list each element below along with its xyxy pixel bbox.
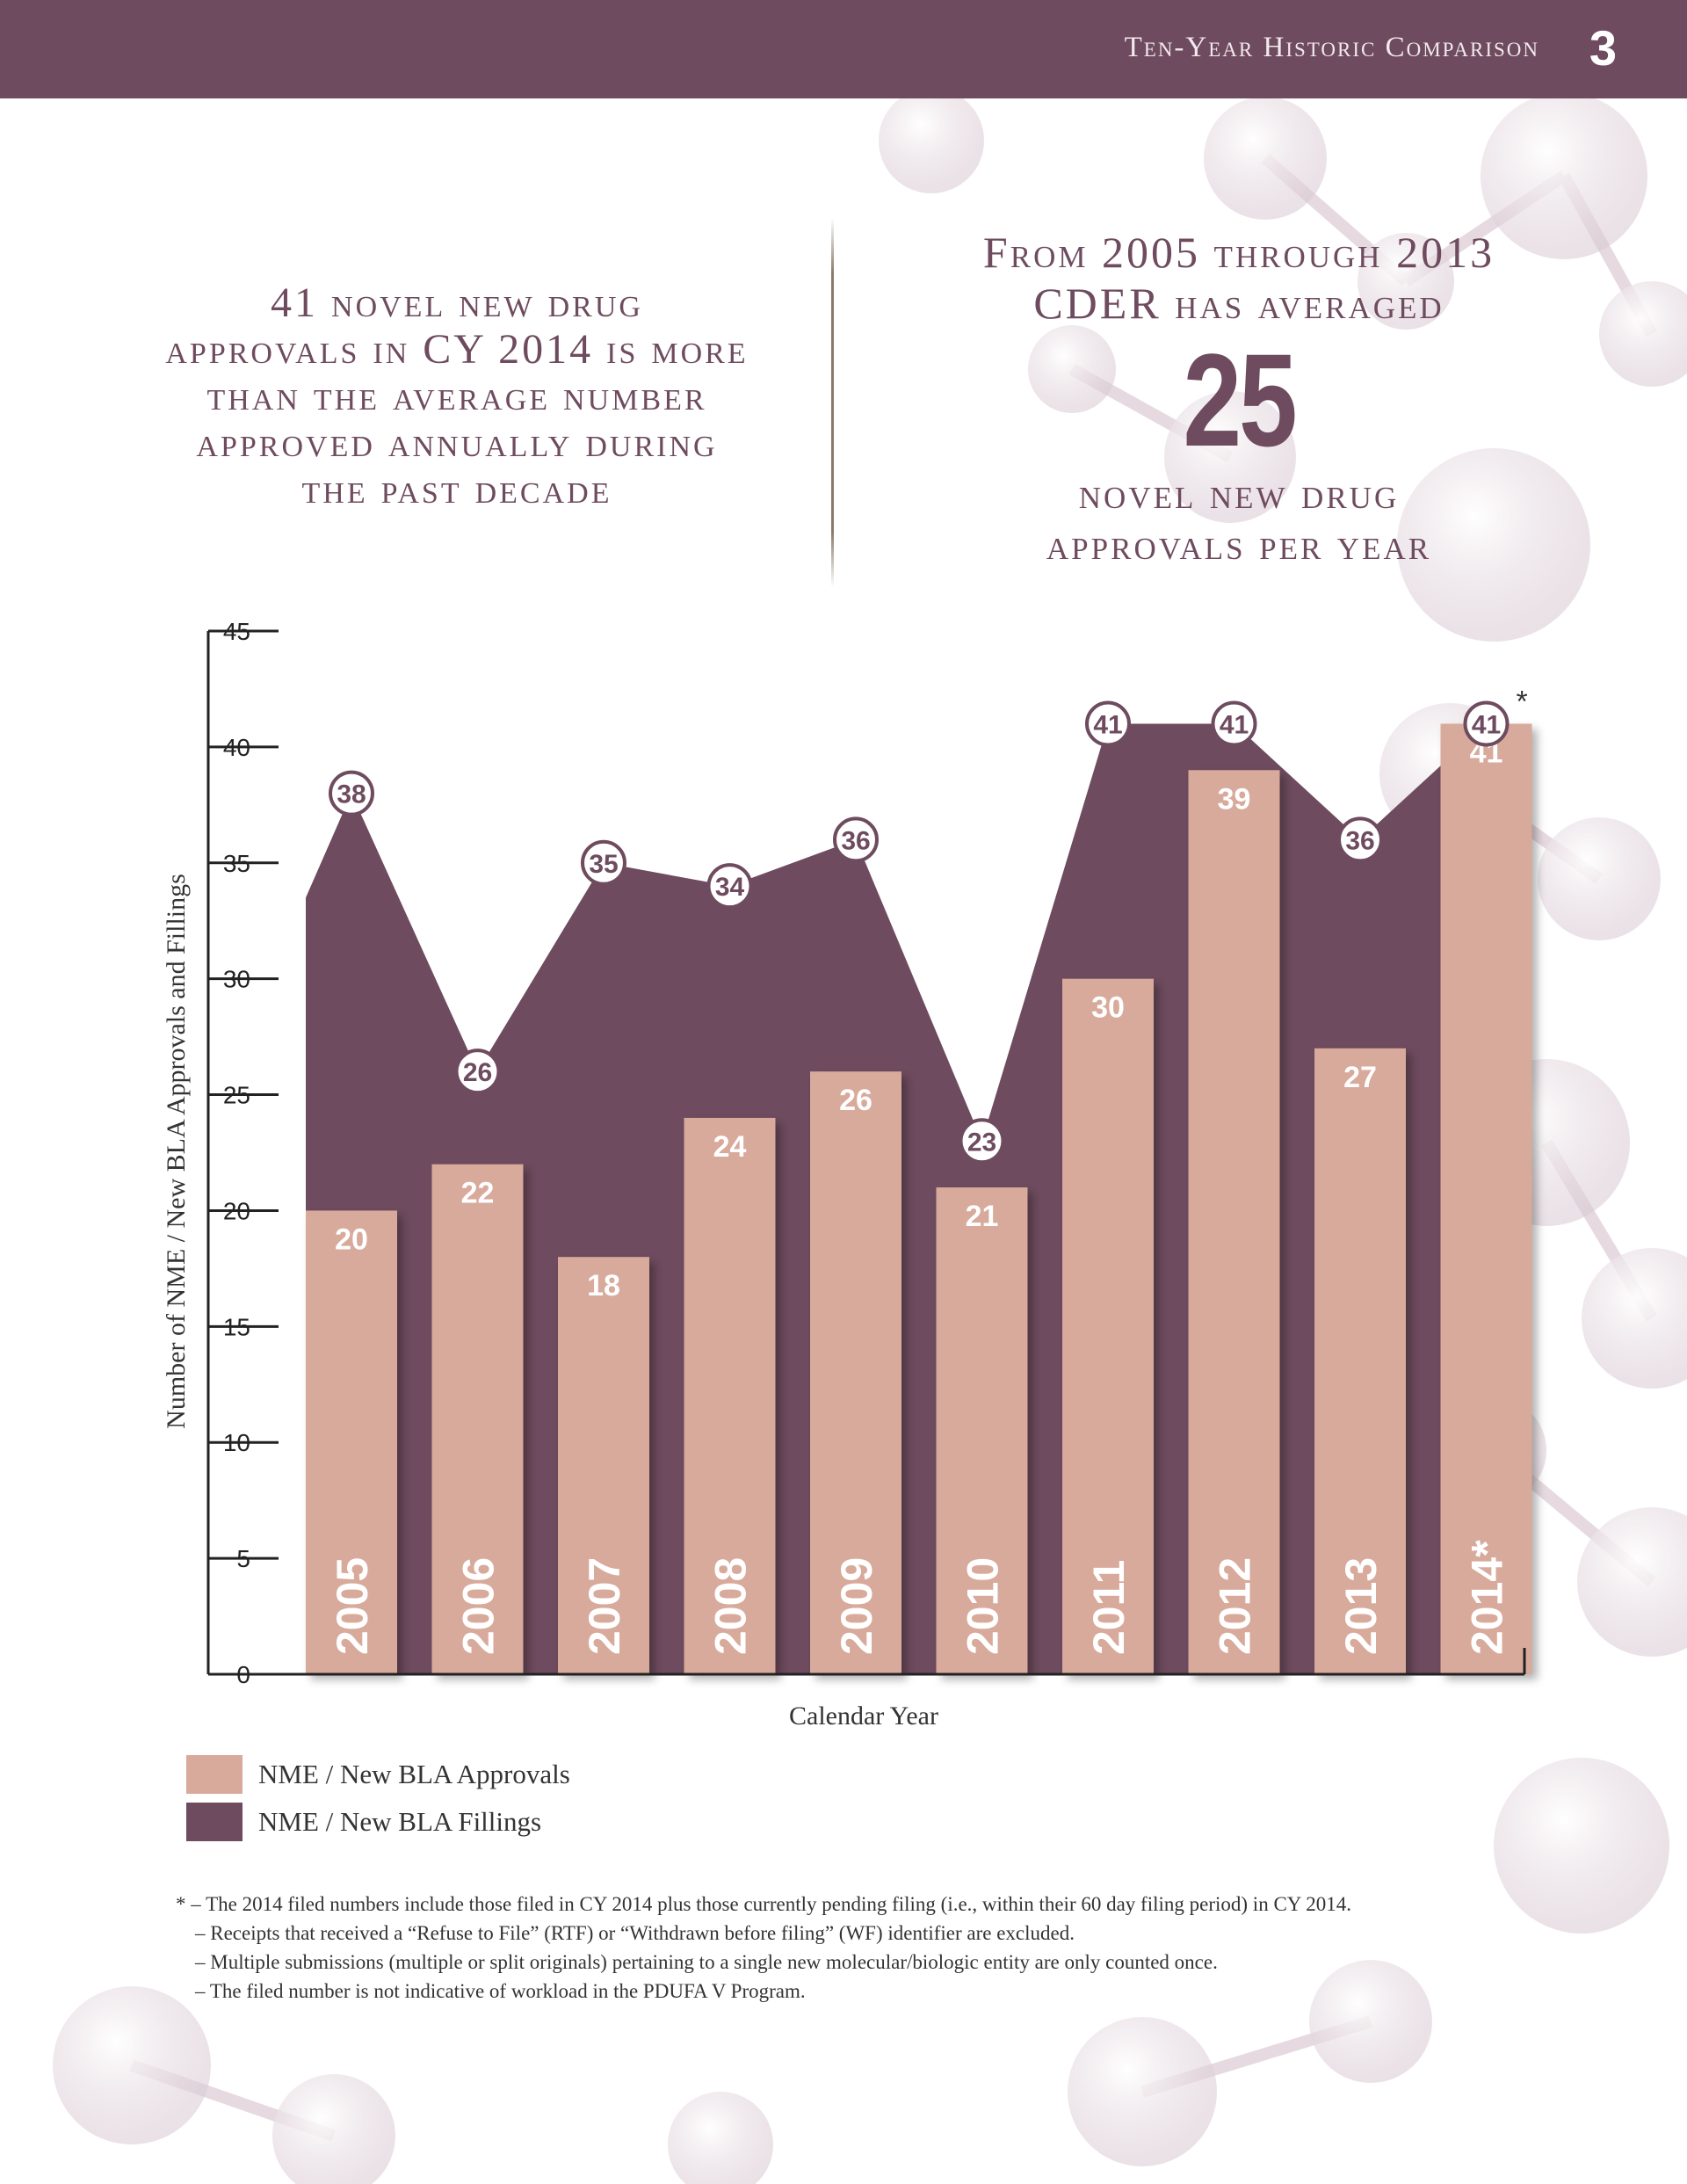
left-callout-line: approved annually during xyxy=(196,419,718,466)
bar-value-label: 39 xyxy=(1218,782,1251,816)
footnote: * – The 2014 filed numbers include those… xyxy=(176,1893,1352,1915)
y-axis-title: Number of NME / New BLA Approvals and Fi… xyxy=(162,874,191,1429)
x-tick-label: 2012 xyxy=(1211,1557,1260,1655)
header-bar: Ten-Year Historic Comparison 3 xyxy=(0,0,1687,98)
y-tick-label: 25 xyxy=(223,1082,250,1109)
fillings-marker xyxy=(706,863,753,910)
footnote: – Multiple submissions (multiple or spli… xyxy=(195,1951,1218,1973)
footnote: – The filed number is not indicative of … xyxy=(195,1980,806,2002)
fillings-marker xyxy=(1463,700,1510,747)
page-title: Ten-Year Historic Comparison xyxy=(1124,32,1539,63)
approvals-bar xyxy=(306,1210,397,1674)
bar-value-label: 21 xyxy=(966,1200,999,1233)
approvals-bar xyxy=(936,1187,1028,1674)
legend-label: NME / New BLA Fillings xyxy=(258,1806,542,1837)
footnote: – Receipts that received a “Refuse to Fi… xyxy=(195,1922,1075,1944)
fillings-marker xyxy=(581,839,626,886)
right-callout-line: novel new drug xyxy=(1078,468,1400,518)
x-tick-label: 2010 xyxy=(959,1557,1008,1655)
y-tick-label: 10 xyxy=(223,1429,250,1456)
y-tick-label: 35 xyxy=(223,850,250,877)
legend-swatch-approvals xyxy=(186,1755,243,1794)
approvals-bar xyxy=(1062,978,1154,1674)
fillings-value-label: 23 xyxy=(967,1128,996,1157)
left-callout: 41 novel new drug approvals in CY 2014 i… xyxy=(114,279,800,512)
x-tick-label: 2008 xyxy=(706,1557,756,1655)
left-callout-line: than the average number xyxy=(206,373,707,419)
x-axis-title: Calendar Year xyxy=(789,1701,938,1731)
legend-swatch-fillings xyxy=(186,1803,243,1841)
approvals-bar xyxy=(431,1164,524,1674)
right-callout-line: CDER has averaged xyxy=(1033,279,1444,328)
x-tick-label: 2007 xyxy=(580,1557,629,1655)
approvals-bar xyxy=(684,1117,776,1674)
approvals-bar xyxy=(1188,770,1280,1675)
callout-divider xyxy=(831,218,834,587)
legend-item-approvals: NME / New BLA Approvals xyxy=(186,1751,570,1798)
approvals-bar xyxy=(558,1257,649,1674)
bar-value-label: 27 xyxy=(1343,1061,1377,1094)
fillings-value-label: 36 xyxy=(1345,826,1374,855)
fillings-marker xyxy=(833,816,879,863)
y-tick-label: 40 xyxy=(223,734,250,761)
footnotes: * – The 2014 filed numbers include those… xyxy=(176,1890,1617,2006)
approvals-bar xyxy=(1314,1048,1406,1674)
average-number: 25 xyxy=(1183,326,1297,474)
x-tick-label: 2011 xyxy=(1084,1560,1133,1655)
fillings-marker xyxy=(1211,700,1257,747)
fillings-marker xyxy=(454,1048,501,1095)
y-tick-label: 15 xyxy=(223,1313,250,1340)
right-callout: From 2005 through 2013 CDER has averaged… xyxy=(879,227,1599,570)
fillings-value-label: 38 xyxy=(337,780,366,809)
y-tick-label: 45 xyxy=(223,618,250,645)
fillings-value-label: 41 xyxy=(1093,711,1122,740)
fillings-value-label: 36 xyxy=(841,826,870,855)
fillings-marker xyxy=(329,770,374,816)
right-callout-line: approvals per year xyxy=(1046,519,1432,569)
annotation-asterisk: * xyxy=(1517,686,1528,719)
y-tick-label: 30 xyxy=(223,966,250,993)
approvals-bar xyxy=(810,1071,901,1674)
bar-value-label: 20 xyxy=(335,1223,368,1256)
left-callout-line: the past decade xyxy=(301,466,612,512)
fillings-marker xyxy=(959,1118,1005,1165)
fillings-value-label: 41 xyxy=(1220,711,1249,740)
fillings-value-label: 35 xyxy=(589,850,618,879)
bar-value-label: 24 xyxy=(713,1130,747,1164)
y-tick-label: 20 xyxy=(223,1197,250,1224)
x-tick-label: 2013 xyxy=(1336,1557,1386,1655)
x-tick-label: 2014* xyxy=(1463,1540,1512,1655)
y-tick-label: 0 xyxy=(236,1661,250,1688)
right-callout-line: From 2005 through 2013 xyxy=(982,228,1495,277)
legend-item-fillings: NME / New BLA Fillings xyxy=(186,1798,570,1846)
x-tick-label: 2005 xyxy=(328,1557,377,1655)
x-tick-label: 2006 xyxy=(454,1557,503,1655)
bar-value-label: 26 xyxy=(839,1084,872,1117)
x-tick-label: 2009 xyxy=(832,1557,881,1655)
bar-value-label: 22 xyxy=(461,1177,495,1210)
fillings-marker xyxy=(1337,816,1383,863)
fillings-value-label: 41 xyxy=(1472,711,1501,740)
bar-value-label: 30 xyxy=(1091,991,1125,1025)
fillings-value-label: 34 xyxy=(715,873,745,902)
approvals-bar xyxy=(1440,723,1532,1674)
bar-value-label: 18 xyxy=(587,1269,620,1302)
fillings-marker xyxy=(1085,700,1131,747)
page-number: 3 xyxy=(1589,20,1617,76)
y-tick-label: 5 xyxy=(236,1545,250,1572)
chart-legend: NME / New BLA Approvals NME / New BLA Fi… xyxy=(186,1751,570,1846)
legend-label: NME / New BLA Approvals xyxy=(258,1759,570,1789)
left-callout-line: approvals in CY 2014 is more xyxy=(165,326,749,373)
left-callout-line: 41 novel new drug xyxy=(271,279,643,326)
fillings-value-label: 26 xyxy=(463,1058,492,1087)
